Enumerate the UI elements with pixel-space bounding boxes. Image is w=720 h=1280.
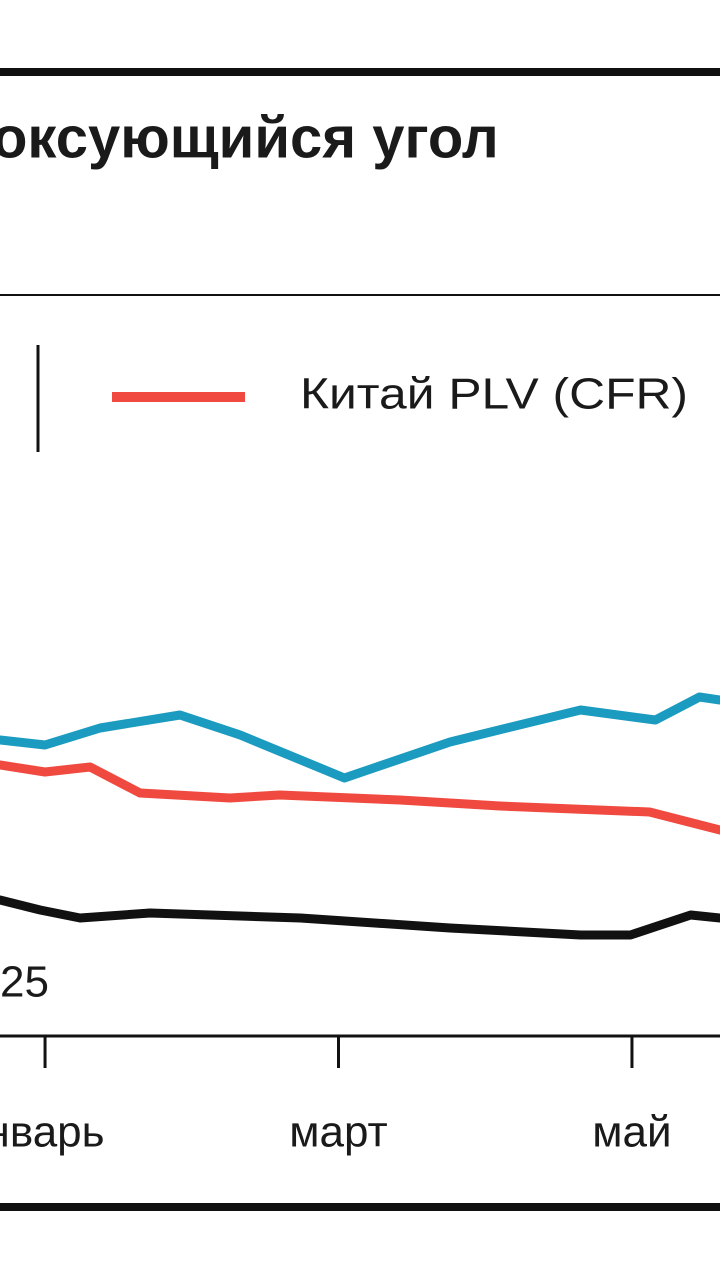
x-tick-label: май [592, 1108, 671, 1157]
x-tick-label: март [289, 1108, 387, 1157]
series-line [0, 760, 720, 835]
chart-title: оксующийся угол [0, 105, 499, 170]
year-label: 25 [0, 958, 49, 1007]
x-tick-label: нварь [0, 1108, 105, 1157]
series-line [0, 692, 720, 783]
series-line [0, 895, 720, 940]
legend-label: Китай PLV (CFR) [300, 370, 688, 419]
